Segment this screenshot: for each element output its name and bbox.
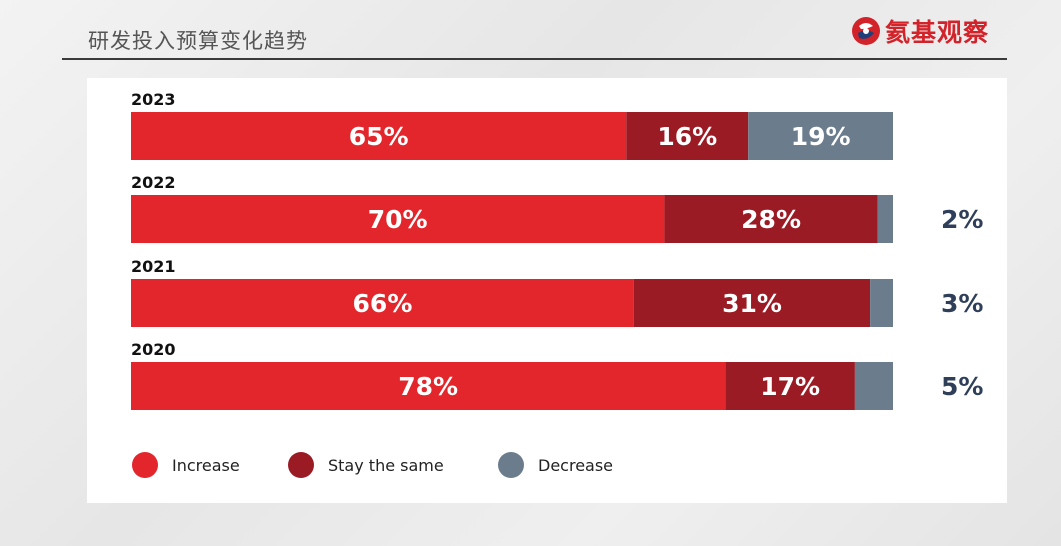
- data-label: 28%: [741, 205, 801, 234]
- legend-swatch: [498, 452, 524, 478]
- data-label: 70%: [368, 205, 428, 234]
- data-label: 66%: [353, 289, 413, 318]
- bar-segment-increase: [131, 195, 665, 243]
- bar-segment-decrease: [854, 362, 893, 410]
- legend-swatch: [288, 452, 314, 478]
- data-label: 3%: [941, 289, 983, 318]
- header: 研发投入预算变化趋势 氦基观察: [62, 0, 1007, 60]
- legend-swatch: [132, 452, 158, 478]
- legend-label: Increase: [172, 456, 240, 475]
- bar-segment-increase: [131, 279, 634, 327]
- data-label: 17%: [760, 372, 820, 401]
- data-label: 2%: [941, 205, 983, 234]
- bar-segment-stay-the-same: [626, 112, 749, 160]
- year-label: 2022: [131, 173, 176, 192]
- bar-segment-increase: [131, 112, 627, 160]
- logo: 氦基观察: [851, 14, 989, 48]
- bar-segment-decrease: [748, 112, 893, 160]
- data-label: 19%: [791, 122, 851, 151]
- data-label: 65%: [349, 122, 409, 151]
- bar-segment-increase: [131, 362, 726, 410]
- bar-segment-stay-the-same: [633, 279, 871, 327]
- logo-icon: [851, 17, 880, 45]
- year-label: 2020: [131, 340, 176, 359]
- stacked-bar-chart: 2023 65% 16% 19% 2022 70% 28% 2% 2021 66% 31% 3% 202…: [131, 90, 983, 478]
- data-label: 16%: [657, 122, 717, 151]
- logo-text: 氦基观察: [884, 18, 989, 47]
- page-title: 研发投入预算变化趋势: [88, 29, 308, 53]
- bar-segment-decrease: [877, 195, 893, 243]
- data-label: 78%: [398, 372, 458, 401]
- bar-segment-stay-the-same: [725, 362, 855, 410]
- bar-segment-stay-the-same: [664, 195, 878, 243]
- chart-panel: 2023 65% 16% 19% 2022 70% 28% 2% 2021 66% 31% 3% 202…: [87, 78, 1007, 503]
- bar-segment-decrease: [870, 279, 893, 327]
- year-label: 2023: [131, 90, 176, 109]
- legend-label: Stay the same: [328, 456, 444, 475]
- year-label: 2021: [131, 257, 176, 276]
- data-label: 5%: [941, 372, 983, 401]
- legend-label: Decrease: [538, 456, 613, 475]
- data-label: 31%: [722, 289, 782, 318]
